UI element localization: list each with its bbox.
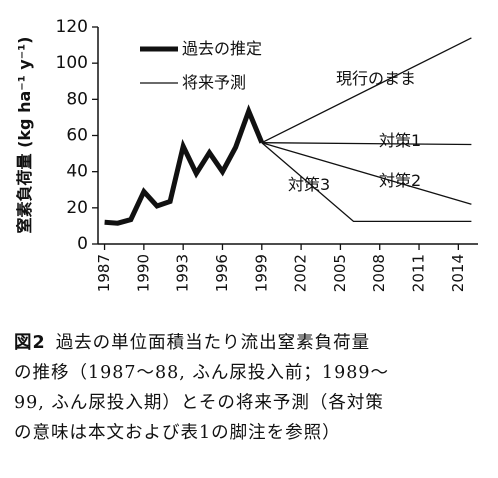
x-ticks: 1987 1990 1993 1996 1999 2002 2005 2008 2011 2014 (95, 244, 467, 292)
y-ticks: 0 20 40 60 80 100 120 (56, 17, 98, 254)
caption-line-4: の意味は本文および表1の脚注を参照） (14, 423, 341, 443)
x-tick-label: 1996 (213, 254, 231, 292)
series-line-future-2 (261, 142, 472, 146)
x-tick-label: 2005 (331, 254, 349, 292)
legend: 過去の推定 将来予測 (140, 39, 262, 92)
y-tick-label: 80 (66, 89, 88, 109)
x-tick-label: 2014 (449, 254, 467, 292)
x-tick-label: 1987 (95, 254, 113, 292)
annotation-current: 現行のまま (336, 69, 416, 88)
series-line-past (104, 104, 265, 226)
caption-line-3: 99, ふん尿投入期）とその将来予測（各対策 (14, 393, 384, 413)
y-tick-label: 100 (56, 53, 88, 73)
y-tick-label: 120 (56, 17, 88, 37)
x-tick-label: 2011 (410, 254, 428, 292)
annotation-measure-2: 対策2 (379, 171, 421, 190)
annotation-measure-3: 対策3 (288, 175, 330, 194)
y-tick-label: 60 (66, 126, 88, 146)
x-tick-label: 2008 (370, 254, 388, 292)
annotation-measure-1: 対策1 (379, 131, 421, 150)
x-tick-label: 1990 (134, 254, 152, 292)
legend-label-future: 将来予測 (182, 73, 246, 92)
y-tick-label: 40 (66, 162, 88, 182)
y-axis-label: 窒素負荷量 (kg ha⁻¹ y⁻¹) (15, 37, 34, 234)
series-line-future-3 (261, 142, 472, 205)
y-tick-label: 20 (66, 198, 88, 218)
x-tick-label: 1993 (174, 254, 192, 292)
series-line-future-4 (261, 142, 472, 223)
caption-line-2: の推移（1987～88, ふん尿投入前；1989～ (14, 363, 389, 383)
x-tick-label: 1999 (252, 254, 270, 292)
caption-label: 図2 (14, 333, 46, 353)
caption-line-1: 過去の単位面積当たり流出窒素負荷量 (55, 333, 371, 353)
y-tick-label: 0 (77, 234, 88, 254)
line-chart: 0 20 40 60 80 100 120 1987 1990 1993 1996 1999 2002… (15, 17, 478, 292)
legend-label-past: 過去の推定 (182, 39, 262, 58)
figure-caption: 図2 過去の単位面積当たり流出窒素負荷量 の推移（1987～88, ふん尿投入前；… (14, 328, 484, 448)
series-lines (104, 37, 472, 226)
series-line-future-1 (261, 37, 472, 144)
x-tick-label: 2002 (292, 254, 310, 292)
